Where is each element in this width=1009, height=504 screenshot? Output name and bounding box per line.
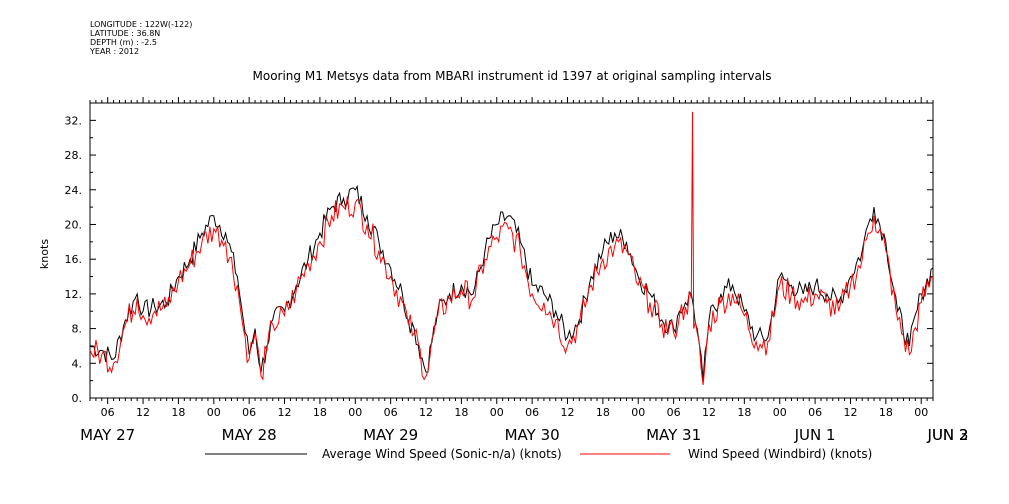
x-tick-label: 18 [313, 406, 327, 419]
x-tick-label: 06 [384, 406, 398, 419]
y-tick-label: 20. [65, 218, 83, 231]
x-tick-label: 00 [207, 406, 221, 419]
x-tick-label: 00 [914, 406, 928, 419]
x-tick-label: 06 [525, 406, 539, 419]
plot-axes: 0. 4. 8. 12. 16. 20. 24. 28. 32. 06 12 18 00 06 12 18 00… [65, 97, 969, 444]
y-tick-label: 32. [65, 114, 83, 127]
day-label: MAY 30 [505, 426, 560, 444]
legend-label-windbird: Wind Speed (Windbird) (knots) [688, 447, 872, 461]
day-label: JUN 3 [927, 426, 969, 444]
day-label: JUN 2 [927, 426, 969, 444]
x-tick-label: 00 [773, 406, 787, 419]
x-tick-label: 00 [348, 406, 362, 419]
x-tick-label: 12 [278, 406, 292, 419]
latitude-text: LATITUDE : 36.8N [90, 29, 161, 38]
series-line-windbird [89, 111, 934, 386]
day-label: MAY 29 [363, 426, 418, 444]
x-tick-label: 18 [596, 406, 610, 419]
x-tick-label: 18 [879, 406, 893, 419]
x-tick-label: 12 [843, 406, 857, 419]
x-tick-label: 00 [490, 406, 504, 419]
y-tick-label: 24. [65, 184, 83, 197]
x-tick-label: 12 [702, 406, 716, 419]
legend: Average Wind Speed (Sonic-n/a) (knots) W… [205, 447, 872, 461]
x-tick-label: 00 [631, 406, 645, 419]
depth-text: DEPTH (m) : -2.5 [90, 38, 157, 47]
y-axis-label: knots [38, 239, 51, 269]
y-tick-label: 28. [65, 149, 83, 162]
y-tick-label: 12. [65, 288, 83, 301]
x-tick-label: 06 [242, 406, 256, 419]
day-label: MAY 31 [646, 426, 701, 444]
x-tick-label: 06 [808, 406, 822, 419]
series-layer [89, 111, 934, 386]
x-tick-label: 18 [454, 406, 468, 419]
day-label: JUN 1 [794, 426, 836, 444]
y-tick-label: 0. [72, 392, 83, 405]
x-tick-label: 12 [561, 406, 575, 419]
station-info: LONGITUDE : 122W(-122) LATITUDE : 36.8N … [90, 20, 192, 56]
y-tick-label: 8. [72, 323, 83, 336]
longitude-text: LONGITUDE : 122W(-122) [90, 20, 193, 29]
y-tick-label: 4. [72, 357, 83, 370]
y-tick-label: 16. [65, 253, 83, 266]
chart-title: Mooring M1 Metsys data from MBARI instru… [253, 69, 772, 83]
series-line-average-wind [89, 184, 934, 381]
x-tick-label: 12 [419, 406, 433, 419]
x-tick-label: 06 [101, 406, 115, 419]
plot-frame [89, 102, 934, 399]
day-label: MAY 27 [80, 426, 135, 444]
legend-label-average-wind: Average Wind Speed (Sonic-n/a) (knots) [322, 447, 562, 461]
x-tick-label: 12 [136, 406, 150, 419]
x-tick-label: 18 [737, 406, 751, 419]
x-tick-label: 06 [667, 406, 681, 419]
day-label: MAY 28 [222, 426, 277, 444]
x-tick-label: 18 [171, 406, 185, 419]
year-text: YEAR : 2012 [90, 47, 140, 56]
